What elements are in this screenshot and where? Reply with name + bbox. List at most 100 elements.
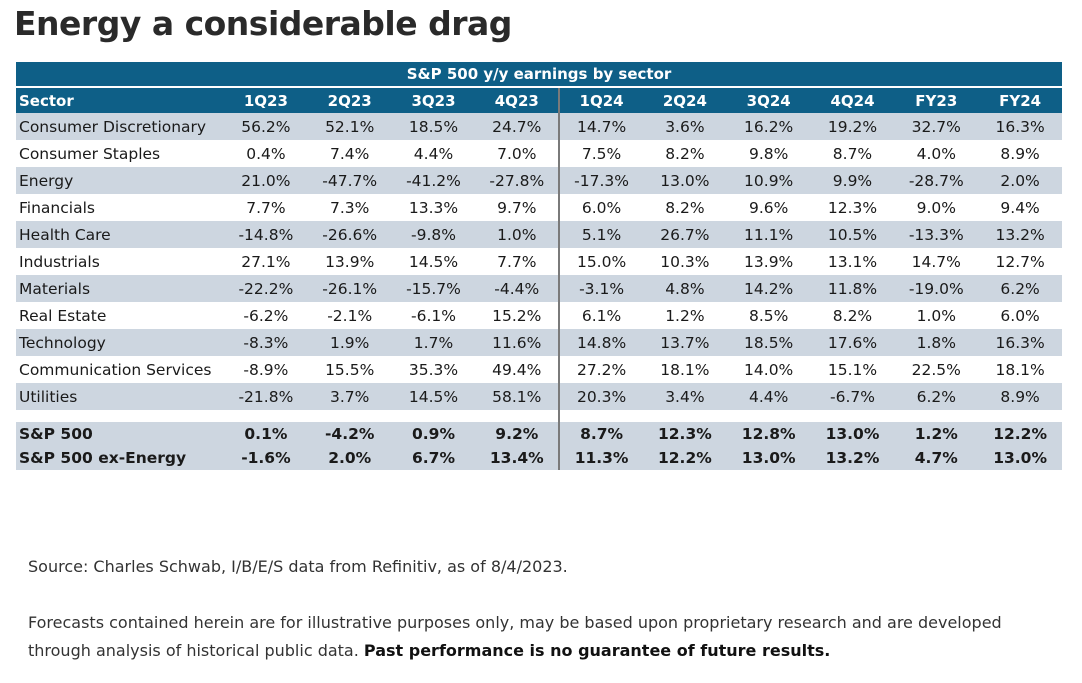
value-cell: 15.5% — [307, 356, 392, 383]
value-cell: 4.0% — [894, 140, 979, 167]
value-cell: 9.9% — [810, 167, 895, 194]
sector-name-cell: Real Estate — [16, 302, 224, 329]
spacer-cell — [726, 410, 811, 422]
value-cell: 8.5% — [726, 302, 811, 329]
value-cell: 11.1% — [726, 221, 811, 248]
value-cell: 8.7% — [810, 140, 895, 167]
disclaimer: Forecasts contained herein are for illus… — [28, 609, 1068, 665]
spacer-cell — [391, 410, 476, 422]
header-1q23: 1Q23 — [224, 87, 308, 113]
total-row: S&P 500 0.1% -4.2% 0.9% 9.2% 8.7% 12.3% 12.8% 13… — [16, 422, 1063, 446]
value-cell: 3.6% — [642, 113, 727, 140]
value-cell: 15.0% — [558, 248, 643, 275]
header-3q24: 3Q24 — [726, 87, 811, 113]
value-cell: 7.3% — [307, 194, 392, 221]
spacer-cell — [810, 410, 895, 422]
value-cell: 18.5% — [391, 113, 476, 140]
value-cell: 4.7% — [894, 446, 979, 470]
value-cell: 1.7% — [391, 329, 476, 356]
sector-name-cell: Consumer Staples — [16, 140, 224, 167]
value-cell: -6.1% — [391, 302, 476, 329]
value-cell: -22.2% — [224, 275, 308, 302]
value-cell: 7.7% — [224, 194, 308, 221]
value-cell: -9.8% — [391, 221, 476, 248]
value-cell: 5.1% — [558, 221, 643, 248]
value-cell: 9.2% — [475, 422, 560, 446]
value-cell: 6.2% — [894, 383, 979, 410]
value-cell: 4.4% — [391, 140, 476, 167]
table-row: Financials 7.7% 7.3% 13.3% 9.7% 6.0% 8.2% 9.6% 1… — [16, 194, 1063, 221]
value-cell: 8.9% — [978, 140, 1063, 167]
value-cell: -6.7% — [810, 383, 895, 410]
table-row: Technology -8.3% 1.9% 1.7% 11.6% 14.8% 13.7% 18… — [16, 329, 1063, 356]
value-cell: -8.3% — [224, 329, 308, 356]
value-cell: 8.2% — [642, 194, 727, 221]
value-cell: 8.2% — [810, 302, 895, 329]
sector-name-cell: Financials — [16, 194, 224, 221]
value-cell: 12.3% — [810, 194, 895, 221]
sector-name-cell: S&P 500 ex-Energy — [16, 446, 224, 470]
value-cell: 6.1% — [558, 302, 643, 329]
value-cell: 9.0% — [894, 194, 979, 221]
value-cell: 8.7% — [558, 422, 643, 446]
value-cell: 13.0% — [642, 167, 727, 194]
sector-name-cell: Health Care — [16, 221, 224, 248]
value-cell: 10.5% — [810, 221, 895, 248]
value-cell: 14.0% — [726, 356, 811, 383]
earnings-table-container: S&P 500 y/y earnings by sector Sector 1Q2… — [16, 62, 1063, 470]
disclaimer-bold: Past performance is no guarantee of futu… — [363, 641, 831, 660]
value-cell: 26.7% — [642, 221, 727, 248]
header-sector: Sector — [16, 87, 224, 113]
value-cell: -27.8% — [475, 167, 560, 194]
value-cell: 2.0% — [978, 167, 1063, 194]
spacer-cell — [475, 410, 560, 422]
value-cell: 14.5% — [391, 248, 476, 275]
value-cell: -14.8% — [224, 221, 308, 248]
value-cell: 16.2% — [726, 113, 811, 140]
header-3q23: 3Q23 — [391, 87, 476, 113]
value-cell: 11.8% — [810, 275, 895, 302]
table-row: Consumer Staples 0.4% 7.4% 4.4% 7.0% 7.5% 8.2%… — [16, 140, 1063, 167]
value-cell: 18.1% — [978, 356, 1063, 383]
value-cell: 13.4% — [475, 446, 560, 470]
value-cell: 13.0% — [978, 446, 1063, 470]
value-cell: 16.3% — [978, 113, 1063, 140]
value-cell: 56.2% — [224, 113, 308, 140]
value-cell: 1.2% — [894, 422, 979, 446]
value-cell: 13.0% — [810, 422, 895, 446]
header-2q23: 2Q23 — [307, 87, 392, 113]
value-cell: 0.1% — [224, 422, 308, 446]
value-cell: -2.1% — [307, 302, 392, 329]
value-cell: -8.9% — [224, 356, 308, 383]
value-cell: -26.6% — [307, 221, 392, 248]
value-cell: 1.0% — [894, 302, 979, 329]
value-cell: -41.2% — [391, 167, 476, 194]
value-cell: 15.2% — [475, 302, 560, 329]
value-cell: 6.0% — [978, 302, 1063, 329]
value-cell: -6.2% — [224, 302, 308, 329]
value-cell: 10.3% — [642, 248, 727, 275]
value-cell: 12.7% — [978, 248, 1063, 275]
value-cell: 14.2% — [726, 275, 811, 302]
value-cell: 9.8% — [726, 140, 811, 167]
table-row: Energy 21.0% -47.7% -41.2% -27.8% -17.3% 13.0%… — [16, 167, 1063, 194]
value-cell: 1.2% — [642, 302, 727, 329]
value-cell: -15.7% — [391, 275, 476, 302]
value-cell: 1.0% — [475, 221, 560, 248]
value-cell: 8.9% — [978, 383, 1063, 410]
value-cell: 3.4% — [642, 383, 727, 410]
value-cell: 13.9% — [726, 248, 811, 275]
disclaimer-text: Forecasts contained herein are for illus… — [28, 613, 1002, 660]
value-cell: 8.2% — [642, 140, 727, 167]
value-cell: 15.1% — [810, 356, 895, 383]
value-cell: 10.9% — [726, 167, 811, 194]
value-cell: 13.1% — [810, 248, 895, 275]
value-cell: -21.8% — [224, 383, 308, 410]
value-cell: 9.4% — [978, 194, 1063, 221]
value-cell: 6.0% — [558, 194, 643, 221]
value-cell: -26.1% — [307, 275, 392, 302]
value-cell: 27.2% — [558, 356, 643, 383]
page-title: Energy a considerable drag — [14, 4, 512, 43]
value-cell: 6.7% — [391, 446, 476, 470]
value-cell: -3.1% — [558, 275, 643, 302]
